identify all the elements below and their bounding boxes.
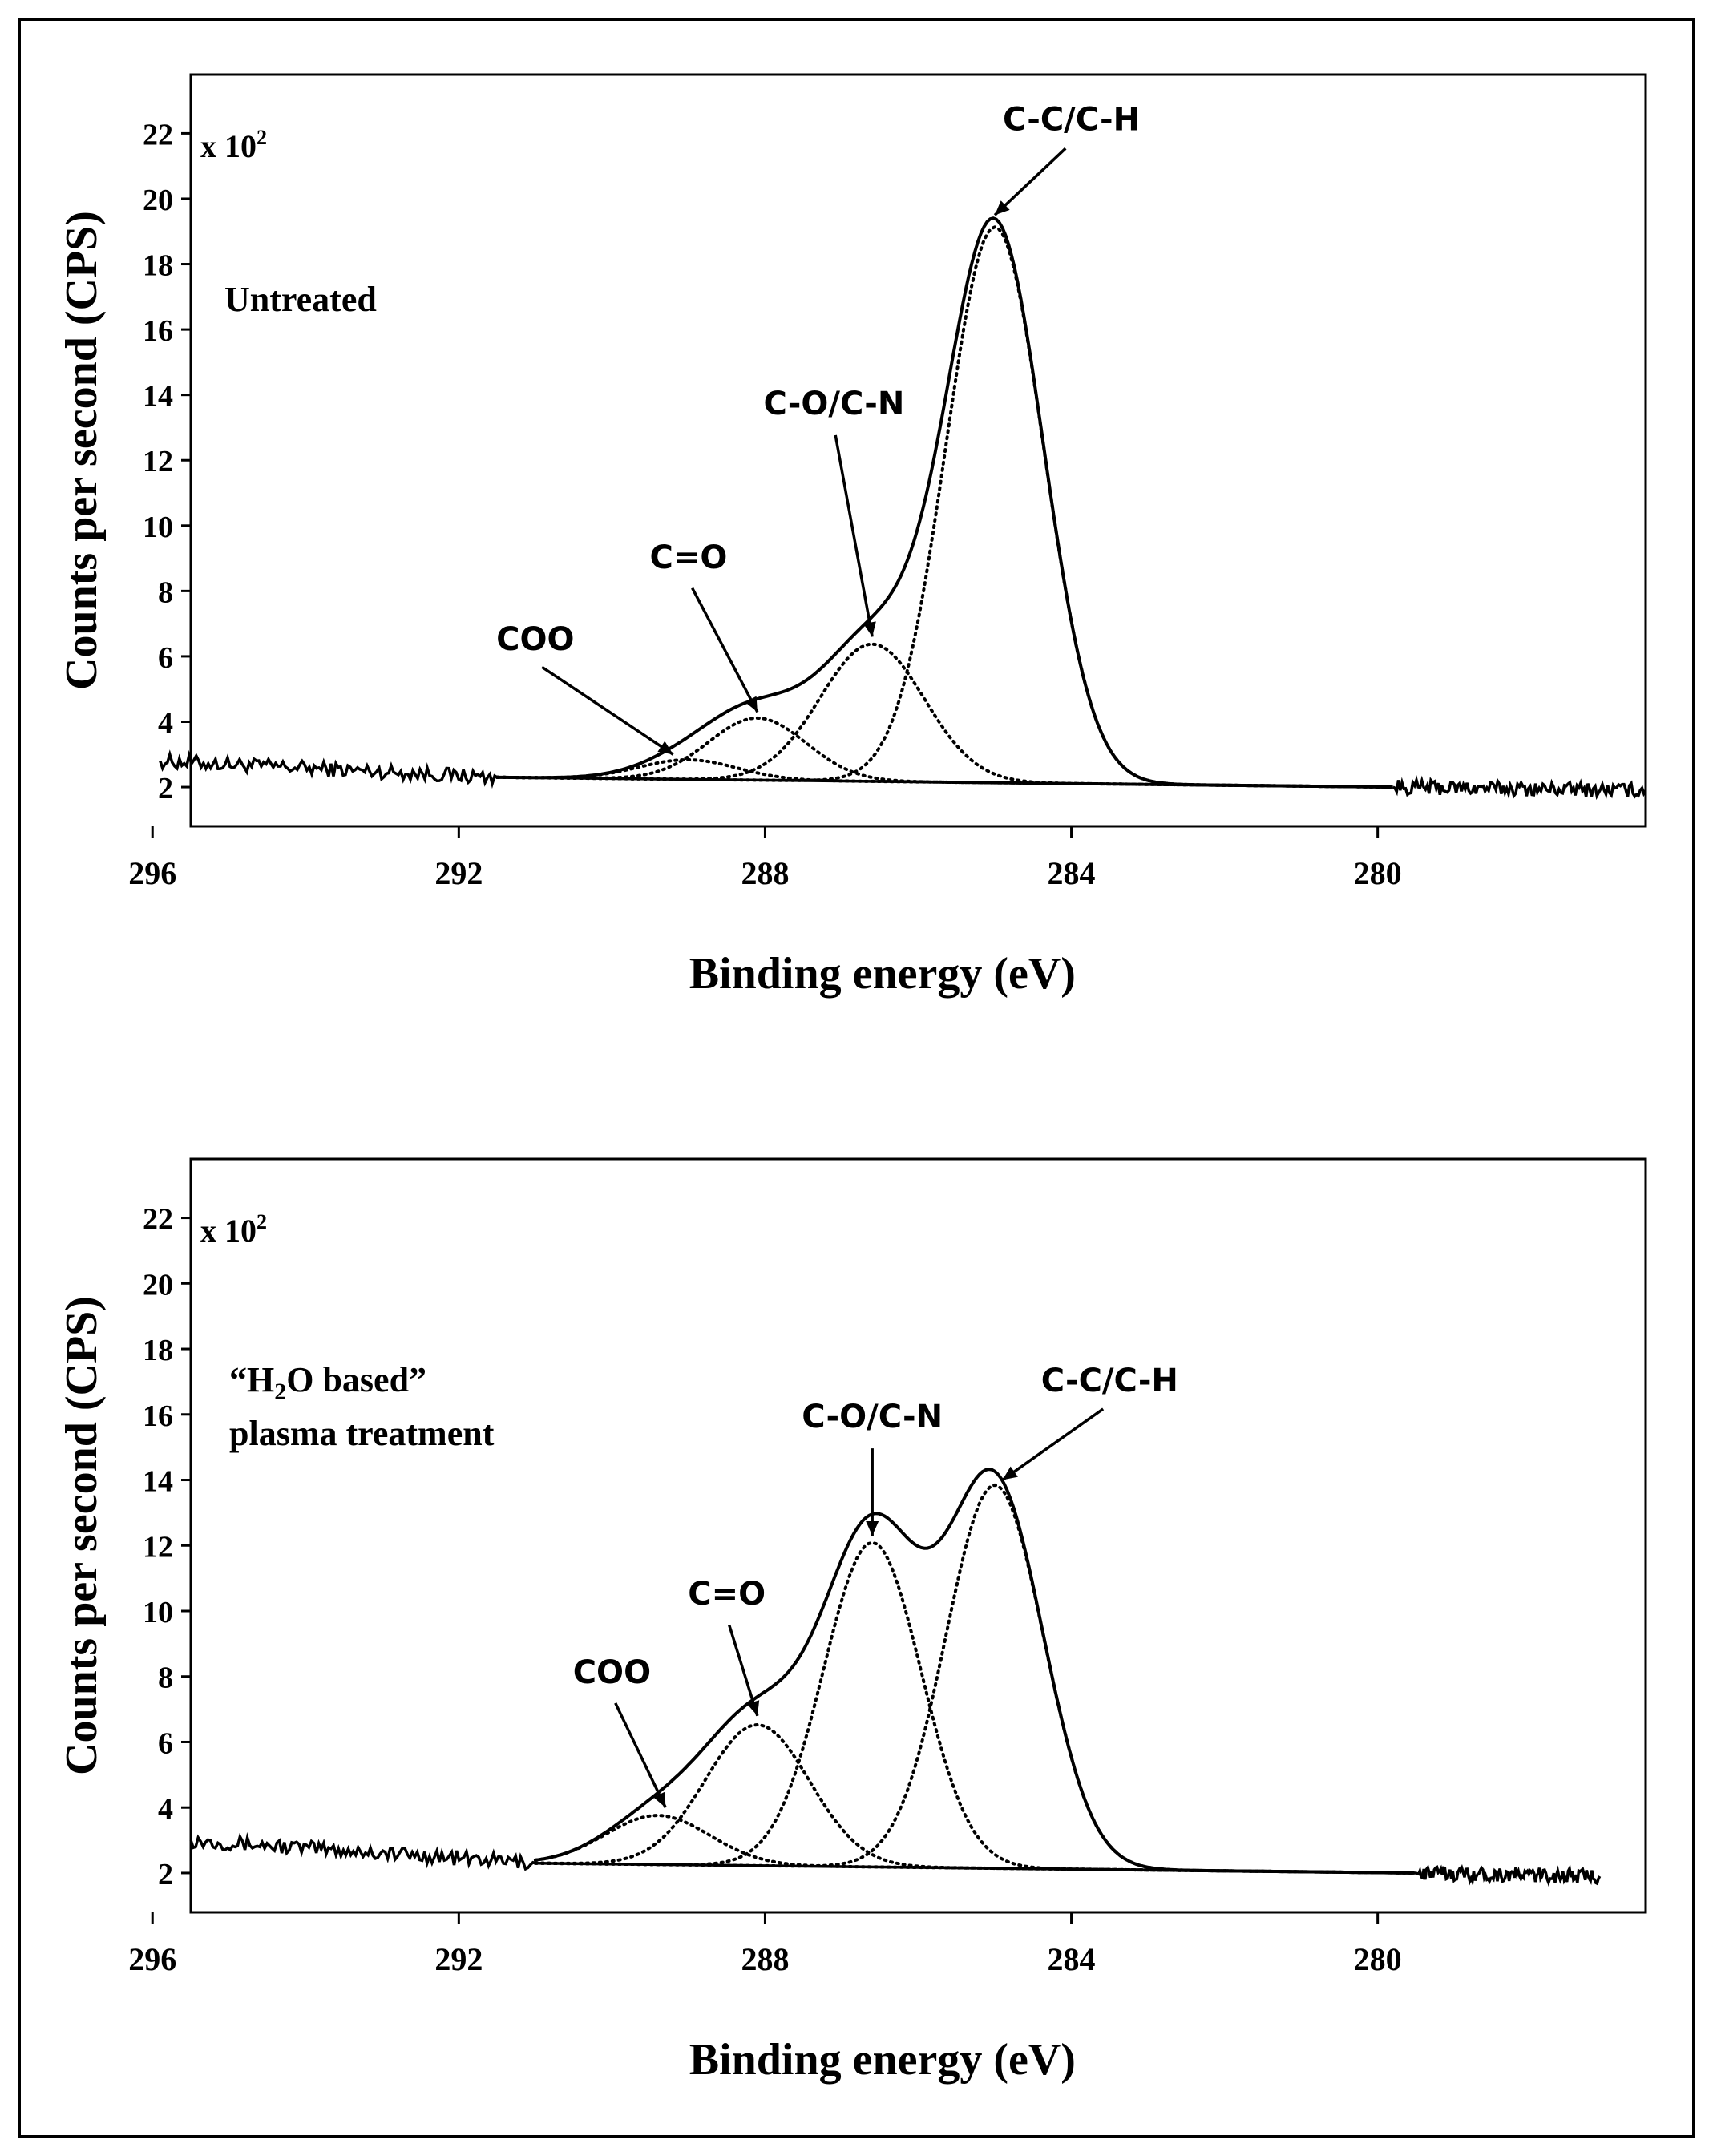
panel-annotation-line2: plasma treatment — [229, 1414, 495, 1453]
x-tick-label: 280 — [1354, 855, 1402, 891]
peak-arrow-head — [745, 696, 758, 713]
x-axis-label: Binding energy (eV) — [689, 949, 1076, 999]
peak-arrow-head — [995, 200, 1010, 216]
y-tick-label: 6 — [158, 641, 173, 675]
x-tick-label: 280 — [1354, 1941, 1402, 1977]
y-tick-label: 8 — [158, 575, 173, 609]
peak-arrow-head — [657, 741, 673, 755]
panel-annotation-line1: “H2O based” — [229, 1360, 426, 1405]
y-tick-label: 10 — [143, 1596, 173, 1629]
y-multiplier-base: x 10 — [200, 128, 257, 164]
y-tick-label: 4 — [158, 1792, 173, 1826]
y-tick-label: 22 — [143, 1203, 173, 1237]
x-axis-label: Binding energy (eV) — [689, 2035, 1076, 2085]
x-tick-label: 296 — [128, 855, 176, 891]
y-tick-label: 14 — [143, 380, 173, 414]
y-tick-label: 16 — [143, 314, 173, 348]
x-tick-label: 292 — [434, 855, 483, 891]
panel-annotation: Untreated — [224, 280, 377, 319]
annotation-post: O based” — [286, 1360, 426, 1399]
peak-arrow-line — [834, 434, 874, 637]
annotation-pre: “H — [229, 1360, 274, 1399]
component-coo — [495, 758, 1391, 789]
envelope-curve — [535, 1468, 1415, 1875]
peak-arrow-line — [993, 147, 1067, 216]
y-tick-label: 16 — [143, 1399, 173, 1433]
peak-arrow-line — [614, 1702, 667, 1808]
peak-label-c-c-c-h: C-C/C-H — [1041, 1363, 1178, 1399]
component-c-o — [533, 1722, 1414, 1875]
y-tick-label: 6 — [158, 1726, 173, 1760]
y-multiplier-exp: 2 — [257, 126, 267, 149]
y-tick-label: 20 — [143, 1268, 173, 1302]
y-tick-label: 2 — [158, 772, 173, 805]
y-multiplier: x 102 — [200, 1210, 267, 1249]
peak-arrow-head — [1002, 1466, 1018, 1480]
y-multiplier: x 102 — [200, 126, 267, 164]
x-tick-label: 288 — [741, 1941, 789, 1977]
y-multiplier-base: x 10 — [200, 1213, 257, 1249]
peak-arrow-head — [866, 1521, 879, 1536]
x-tick-label: 284 — [1048, 1941, 1096, 1977]
peak-label-c-o-c-n: C-O/C-N — [763, 386, 904, 422]
peak-arrow-head — [863, 621, 876, 637]
y-tick-label: 12 — [143, 445, 173, 478]
x-tick-label: 288 — [741, 855, 789, 891]
peak-label-c-o: C=O — [649, 539, 727, 576]
y-tick-label: 14 — [143, 1465, 173, 1499]
y-tick-label: 8 — [158, 1661, 173, 1695]
plot-area — [189, 1157, 1647, 1914]
noise-trace-right — [1392, 775, 1647, 801]
peak-label-c-c-c-h: C-C/C-H — [1003, 101, 1140, 138]
peak-arrow-line — [691, 587, 759, 713]
peak-label-c-o: C=O — [688, 1576, 766, 1613]
component-c-c-c-h — [495, 225, 1391, 789]
envelope-curve — [497, 216, 1392, 789]
peak-arrow-line — [727, 1624, 759, 1717]
noise-trace-right — [1415, 1863, 1602, 1888]
y-tick-label: 4 — [158, 706, 173, 740]
peak-arrow-head — [746, 1700, 760, 1716]
x-tick-label: 284 — [1048, 855, 1096, 891]
y-tick-label: 10 — [143, 511, 173, 544]
figure-frame — [18, 18, 1695, 2138]
peak-arrow-line — [1001, 1407, 1105, 1481]
y-tick-label: 12 — [143, 1530, 173, 1564]
component-c-o-c-n — [533, 1540, 1414, 1875]
peak-label-c-o-c-n: C-O/C-N — [802, 1399, 943, 1435]
y-tick-label: 20 — [143, 184, 173, 217]
y-tick-label: 18 — [143, 1334, 173, 1367]
y-axis-label: Counts per second (CPS) — [57, 211, 107, 690]
y-axis-label: Counts per second (CPS) — [57, 1296, 107, 1775]
annotation-sub: 2 — [274, 1379, 286, 1405]
component-c-c-c-h — [533, 1483, 1414, 1875]
peak-label-coo: COO — [496, 621, 574, 658]
y-tick-label: 22 — [143, 118, 173, 151]
noise-trace-left — [159, 749, 498, 789]
noise-trace-left — [189, 1831, 536, 1871]
y-tick-label: 18 — [143, 249, 173, 283]
x-tick-label: 292 — [434, 1941, 483, 1977]
peak-arrow-head — [653, 1791, 666, 1808]
plot-area — [189, 73, 1647, 828]
peak-arrow-line — [541, 665, 674, 756]
x-tick-label: 296 — [128, 1941, 176, 1977]
peak-label-coo: COO — [573, 1654, 651, 1691]
y-tick-label: 2 — [158, 1858, 173, 1892]
y-multiplier-exp: 2 — [257, 1210, 267, 1233]
